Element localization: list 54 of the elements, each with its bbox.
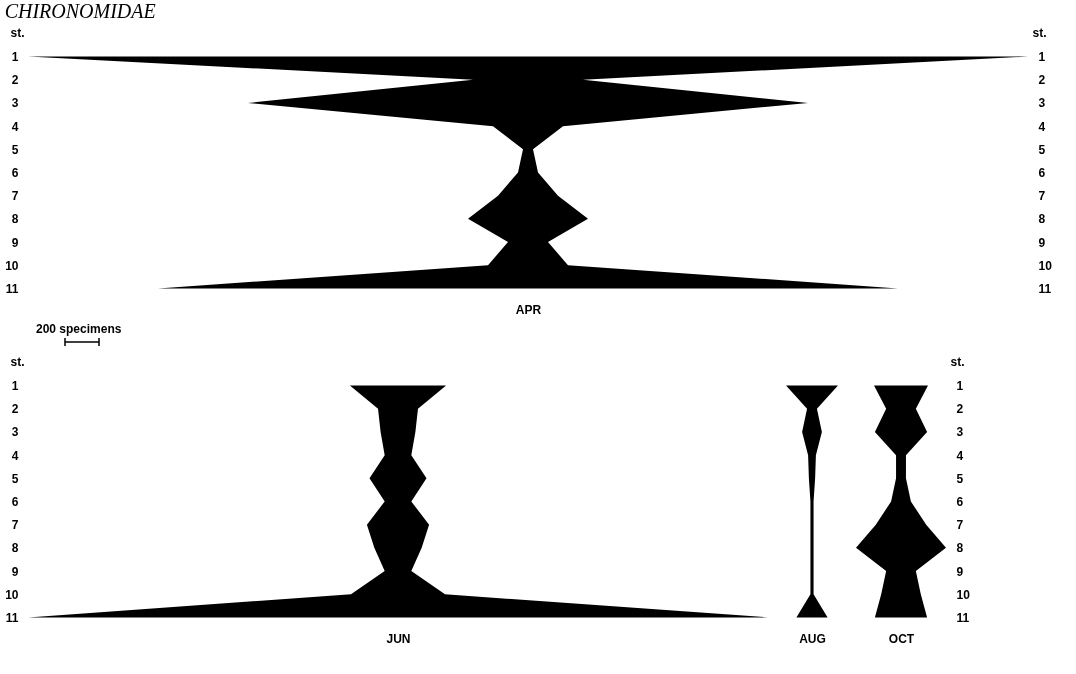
y-tick-label: 9: [956, 564, 964, 579]
category-label: 10: [1038, 258, 1052, 273]
category-label: 3: [1038, 96, 1046, 111]
category-label: 8: [1038, 212, 1046, 227]
text: CHIRONOMIDAE: [4, 0, 156, 22]
y-tick-label: 3: [11, 96, 19, 111]
y-tick-label: 5: [11, 471, 19, 486]
category-label: 2: [1038, 73, 1046, 88]
x-axis-title: JUN: [386, 631, 411, 646]
category-label: 9: [1038, 235, 1046, 250]
y-tick-label: 9: [11, 235, 19, 250]
y-tick-label: 7: [956, 518, 964, 533]
y-tick-label: 2: [11, 402, 19, 417]
category-label: 11: [1038, 281, 1052, 296]
y-tick-label: 4: [11, 119, 19, 134]
y-tick-label: 6: [11, 166, 19, 180]
x-axis-title: AUG: [799, 631, 826, 646]
y-tick-label: 11: [956, 610, 970, 625]
y-tick-label: 7: [11, 189, 19, 204]
y-tick-label: 9: [11, 564, 19, 579]
y-tick-label: 8: [11, 541, 19, 556]
y-axis-title: st.: [10, 354, 25, 369]
x-axis-title: APR: [515, 302, 542, 317]
category-label: 4: [1038, 119, 1046, 134]
category-label: 7: [1038, 189, 1046, 204]
y-tick-label: 6: [956, 495, 964, 509]
y-tick-label: 11: [5, 281, 19, 296]
y-tick-label: 11: [5, 610, 19, 625]
x-axis-title: OCT: [888, 631, 915, 646]
y-axis-title: st.: [10, 25, 25, 40]
y-tick-label: 4: [956, 448, 964, 463]
y-tick-label: 2: [956, 402, 964, 417]
y-tick-label: 10: [956, 587, 971, 602]
y-tick-label: 5: [956, 471, 964, 486]
category-label: 6: [1038, 166, 1046, 180]
y-tick-label: 10: [5, 587, 19, 602]
y-tick-label: 3: [956, 425, 964, 440]
y-tick-label: 6: [11, 495, 19, 509]
y-tick-label: 8: [956, 541, 964, 556]
y-tick-label: 7: [11, 518, 19, 533]
y2-axis-title: st.: [1032, 25, 1047, 40]
y-tick-label: 10: [5, 258, 19, 273]
y-tick-label: 4: [11, 448, 19, 463]
y-tick-label: 1: [11, 50, 19, 65]
y-tick-label: 3: [11, 425, 19, 440]
y-tick-label: 8: [11, 212, 19, 227]
y2-axis-title: st.: [950, 354, 965, 369]
y-tick-label: 1: [956, 379, 964, 394]
text: 200 specimens: [36, 322, 122, 336]
y-tick-label: 2: [11, 73, 19, 88]
y-tick-label: 1: [11, 379, 19, 394]
category-label: 1: [1038, 50, 1046, 65]
y-tick-label: 5: [11, 142, 19, 157]
category-label: 5: [1038, 142, 1046, 157]
